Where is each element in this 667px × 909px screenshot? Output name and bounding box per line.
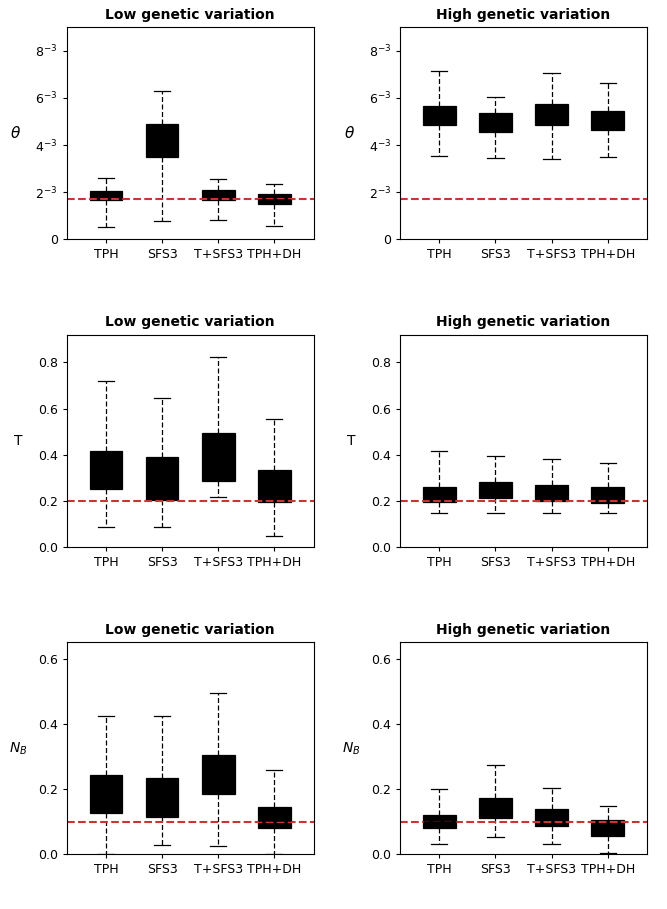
- PathPatch shape: [258, 195, 291, 204]
- Title: Low genetic variation: Low genetic variation: [105, 8, 275, 22]
- PathPatch shape: [592, 820, 624, 835]
- PathPatch shape: [146, 124, 178, 157]
- PathPatch shape: [423, 814, 456, 828]
- PathPatch shape: [202, 190, 235, 201]
- Title: High genetic variation: High genetic variation: [436, 315, 611, 329]
- PathPatch shape: [258, 470, 291, 502]
- PathPatch shape: [423, 106, 456, 125]
- PathPatch shape: [258, 807, 291, 828]
- Y-axis label: $\theta$: $\theta$: [11, 125, 21, 141]
- PathPatch shape: [423, 486, 456, 502]
- PathPatch shape: [89, 774, 122, 813]
- Y-axis label: $N_B$: $N_B$: [342, 740, 361, 756]
- Title: Low genetic variation: Low genetic variation: [105, 315, 275, 329]
- Y-axis label: T: T: [14, 434, 23, 448]
- Y-axis label: $N_B$: $N_B$: [9, 740, 27, 756]
- PathPatch shape: [592, 111, 624, 130]
- PathPatch shape: [592, 487, 624, 503]
- PathPatch shape: [146, 778, 178, 817]
- PathPatch shape: [89, 191, 122, 201]
- PathPatch shape: [202, 755, 235, 794]
- PathPatch shape: [536, 485, 568, 501]
- PathPatch shape: [146, 457, 178, 500]
- PathPatch shape: [479, 798, 512, 818]
- PathPatch shape: [479, 482, 512, 498]
- PathPatch shape: [536, 104, 568, 125]
- PathPatch shape: [89, 451, 122, 489]
- Title: High genetic variation: High genetic variation: [436, 8, 611, 22]
- Y-axis label: T: T: [348, 434, 356, 448]
- Title: High genetic variation: High genetic variation: [436, 623, 611, 637]
- PathPatch shape: [479, 114, 512, 132]
- Y-axis label: $\theta$: $\theta$: [344, 125, 355, 141]
- PathPatch shape: [202, 433, 235, 481]
- PathPatch shape: [536, 809, 568, 825]
- Title: Low genetic variation: Low genetic variation: [105, 623, 275, 637]
